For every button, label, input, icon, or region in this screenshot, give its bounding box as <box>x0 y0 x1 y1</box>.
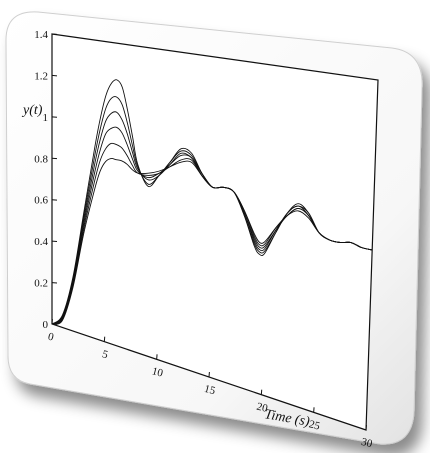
y-tick-label: 0.8 <box>34 153 48 165</box>
y-tick-label: 1.2 <box>34 70 48 82</box>
response-curve-5 <box>51 142 373 325</box>
x-tick-label: 10 <box>151 365 165 379</box>
response-curves <box>51 79 373 325</box>
y-tick-label: 1 <box>43 112 49 124</box>
x-tick-label: 15 <box>203 383 217 397</box>
y-tick-label: 0.2 <box>34 278 48 290</box>
x-tick-label: 20 <box>255 401 269 415</box>
x-tick-label: 5 <box>101 348 110 361</box>
response-curve-6 <box>51 158 373 325</box>
y-tick-label: 0 <box>43 319 49 331</box>
y-tick-label: 0.4 <box>34 236 48 248</box>
x-tick-label: 25 <box>308 418 322 432</box>
x-tick-label: 0 <box>47 331 56 344</box>
y-axis-label: y(t) <box>21 103 43 118</box>
y-axis-tick-labels: 0 0.2 0.4 0.6 0.8 1 1.2 1.4 <box>34 29 48 331</box>
response-curve-2 <box>51 96 373 325</box>
y-tick-label: 0.6 <box>34 195 48 207</box>
y-tick-label: 1.4 <box>34 29 48 41</box>
x-axis-tick-labels: 0 5 10 15 20 25 30 <box>47 331 374 451</box>
x-tick-label: 30 <box>360 436 374 450</box>
x-axis-ticks <box>51 318 367 431</box>
